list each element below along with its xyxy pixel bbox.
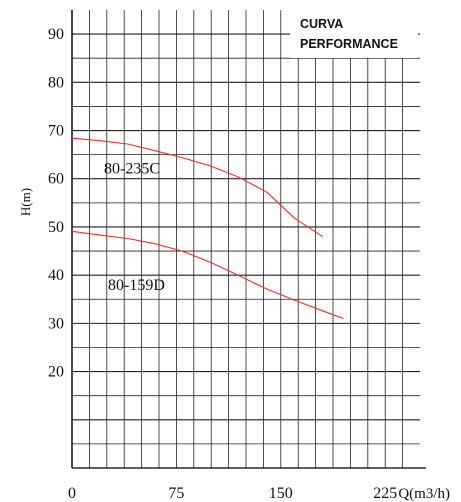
y-tick-label: 70: [48, 123, 64, 140]
y-tick-label: 90: [48, 26, 64, 43]
y-tick-label: 20: [48, 364, 64, 381]
series-line: [71, 137, 323, 238]
labels: 90 80 70 60 50 40 30 20 0 75 150 225 Q(m3/h) H(m) 80-2…: [18, 26, 450, 502]
y-tick-label: 80: [48, 74, 64, 91]
y-tick-label: 50: [48, 219, 64, 236]
series-line: [71, 230, 344, 320]
title-box: [290, 10, 418, 58]
y-tick-label: 30: [48, 315, 64, 332]
chart-title-line-1: CURVA: [300, 17, 343, 31]
x-tick-label: 0: [68, 485, 76, 502]
x-tick-label: 225: [373, 485, 397, 502]
x-axis-title: Q(m3/h): [398, 486, 450, 502]
y-tick-label: 40: [48, 267, 64, 284]
grid: [71, 10, 426, 469]
chart-title-line-2: PERFORMANCE: [300, 37, 398, 51]
y-axis-title: H(m): [18, 188, 33, 216]
x-tick-label: 75: [168, 485, 184, 502]
y-tick-label: 60: [48, 171, 64, 188]
series-label: 80-235C: [104, 160, 160, 177]
curves: [71, 137, 344, 320]
x-tick-label: 150: [269, 485, 293, 502]
series-label: 80-159D: [108, 277, 165, 294]
